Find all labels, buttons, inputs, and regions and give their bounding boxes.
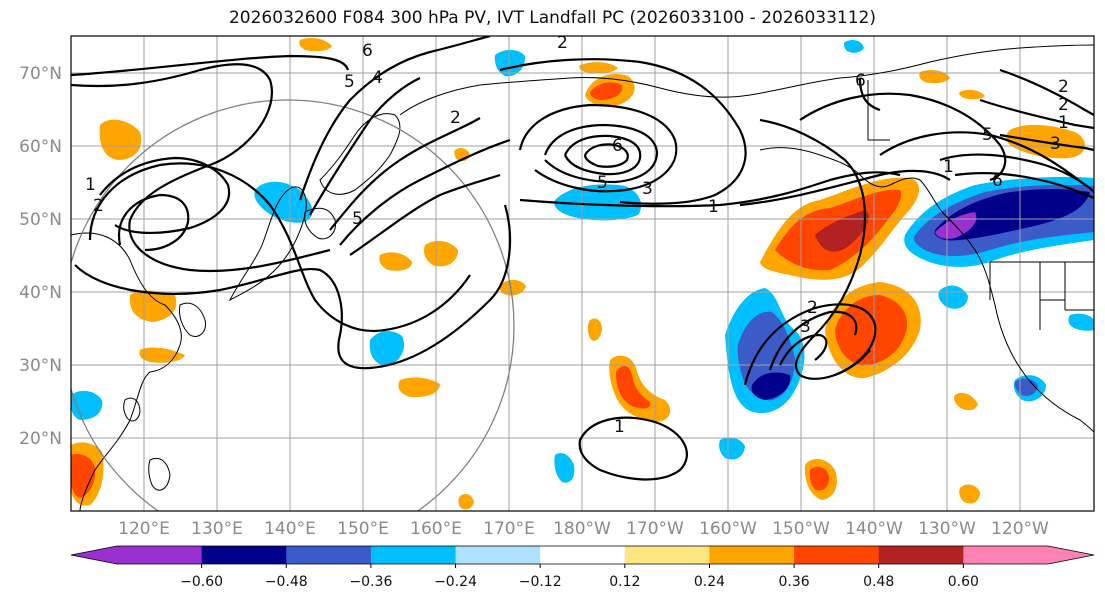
contour-label: 4: [372, 68, 383, 88]
colorbar-outline: [70, 545, 1095, 565]
lat-label: 60°N: [19, 137, 62, 157]
colorbar-segment: [117, 546, 203, 564]
contour-label: 6: [362, 41, 373, 61]
colorbar-tick-label: 0.60: [948, 574, 979, 590]
longitude-labels: 120°E 130°E 140°E 150°E 160°E 170°E 180°…: [118, 519, 1049, 539]
map-frame: [70, 35, 1095, 512]
latitude-labels: 70°N 60°N 50°N 40°N 30°N 20°N: [19, 64, 62, 449]
contour-label: 3: [800, 317, 811, 337]
contour-label: 2: [93, 196, 104, 216]
lon-label: 170°W: [626, 519, 684, 539]
contour-label: 3: [1050, 134, 1061, 154]
colorbar-tick-label: 0.24: [694, 574, 725, 590]
lon-label: 160°E: [410, 519, 462, 539]
contour-label: 5: [982, 125, 993, 145]
map-title: 2026032600 F084 300 hPa PV, IVT Landfall…: [228, 8, 876, 28]
lon-label: 130°E: [191, 519, 243, 539]
lat-label: 20°N: [19, 429, 62, 449]
contour-label: 1: [614, 417, 625, 437]
colorbar-arrow-right: [1048, 546, 1094, 564]
map-plot-area: 6 5 4 2 2 1 2 5 6 5 3 1 2 3 1 6 5 3 2 1 …: [71, 33, 1094, 511]
contour-label: 2: [1058, 95, 1069, 115]
colorbar-segment: [709, 546, 795, 564]
contour-label: 5: [352, 209, 363, 229]
colorbar-segment: [201, 546, 287, 564]
contour-label: 1: [85, 175, 96, 195]
colorbar-segment: [286, 546, 372, 564]
contour-label: 5: [597, 173, 608, 193]
contour-label: 1: [943, 157, 954, 177]
colorbar-tick-label: −0.12: [519, 574, 562, 590]
colorbar-segment: [878, 546, 964, 564]
contour-label: 2: [557, 33, 568, 53]
lat-label: 50°N: [19, 210, 62, 230]
lon-label: 140°W: [845, 519, 903, 539]
lon-label: 130°W: [918, 519, 976, 539]
lon-label: 150°E: [337, 519, 389, 539]
colorbar-tick-label: −0.60: [180, 574, 223, 590]
lon-label: 120°E: [118, 519, 170, 539]
lon-label: 150°W: [772, 519, 830, 539]
contour-label: 1: [1058, 113, 1069, 133]
colorbar-segment: [963, 546, 1049, 564]
contour-label: 2: [807, 298, 818, 318]
contour-label: 2: [450, 108, 461, 128]
colorbar-arrow-left: [71, 546, 117, 564]
colorbar-segment: [455, 546, 541, 564]
lon-label: 170°E: [483, 519, 535, 539]
colorbar-tick-label: 0.48: [863, 574, 894, 590]
colorbar-segment: [794, 546, 880, 564]
lat-label: 40°N: [19, 283, 62, 303]
ivt-contours: [71, 36, 1094, 481]
colorbar-segment: [624, 546, 710, 564]
contour-label: 6: [612, 136, 623, 156]
colorbar-segment: [540, 546, 626, 564]
contour-label: 6: [855, 71, 866, 91]
contour-label: 2: [1058, 77, 1069, 97]
lon-label: 120°W: [991, 519, 1049, 539]
lon-label: 140°E: [264, 519, 316, 539]
colorbar-tick-label: 0.12: [609, 574, 640, 590]
colorbar-tick-label: −0.24: [434, 574, 477, 590]
contour-label: 3: [642, 179, 653, 199]
range-ring: [71, 99, 515, 511]
contour-label: 5: [344, 72, 355, 92]
colorbar-tick-label: 0.36: [779, 574, 810, 590]
lon-label: 160°W: [699, 519, 757, 539]
contour-labels: 6 5 4 2 2 1 2 5 6 5 3 1 2 3 1 6 5 3 2 1 …: [85, 33, 1069, 437]
colorbar-tick-label: −0.36: [349, 574, 392, 590]
contour-label: 6: [992, 171, 1003, 191]
colorbar: −0.60 −0.48 −0.36 −0.24 −0.12 0.12 0.24 0.36 0.4…: [70, 545, 1095, 590]
colorbar-tick-label: −0.48: [265, 574, 308, 590]
lat-label: 30°N: [19, 356, 62, 376]
lat-label: 70°N: [19, 64, 62, 84]
lon-label: 180°W: [553, 519, 611, 539]
colorbar-segment: [370, 546, 457, 564]
contour-label: 1: [708, 197, 719, 217]
